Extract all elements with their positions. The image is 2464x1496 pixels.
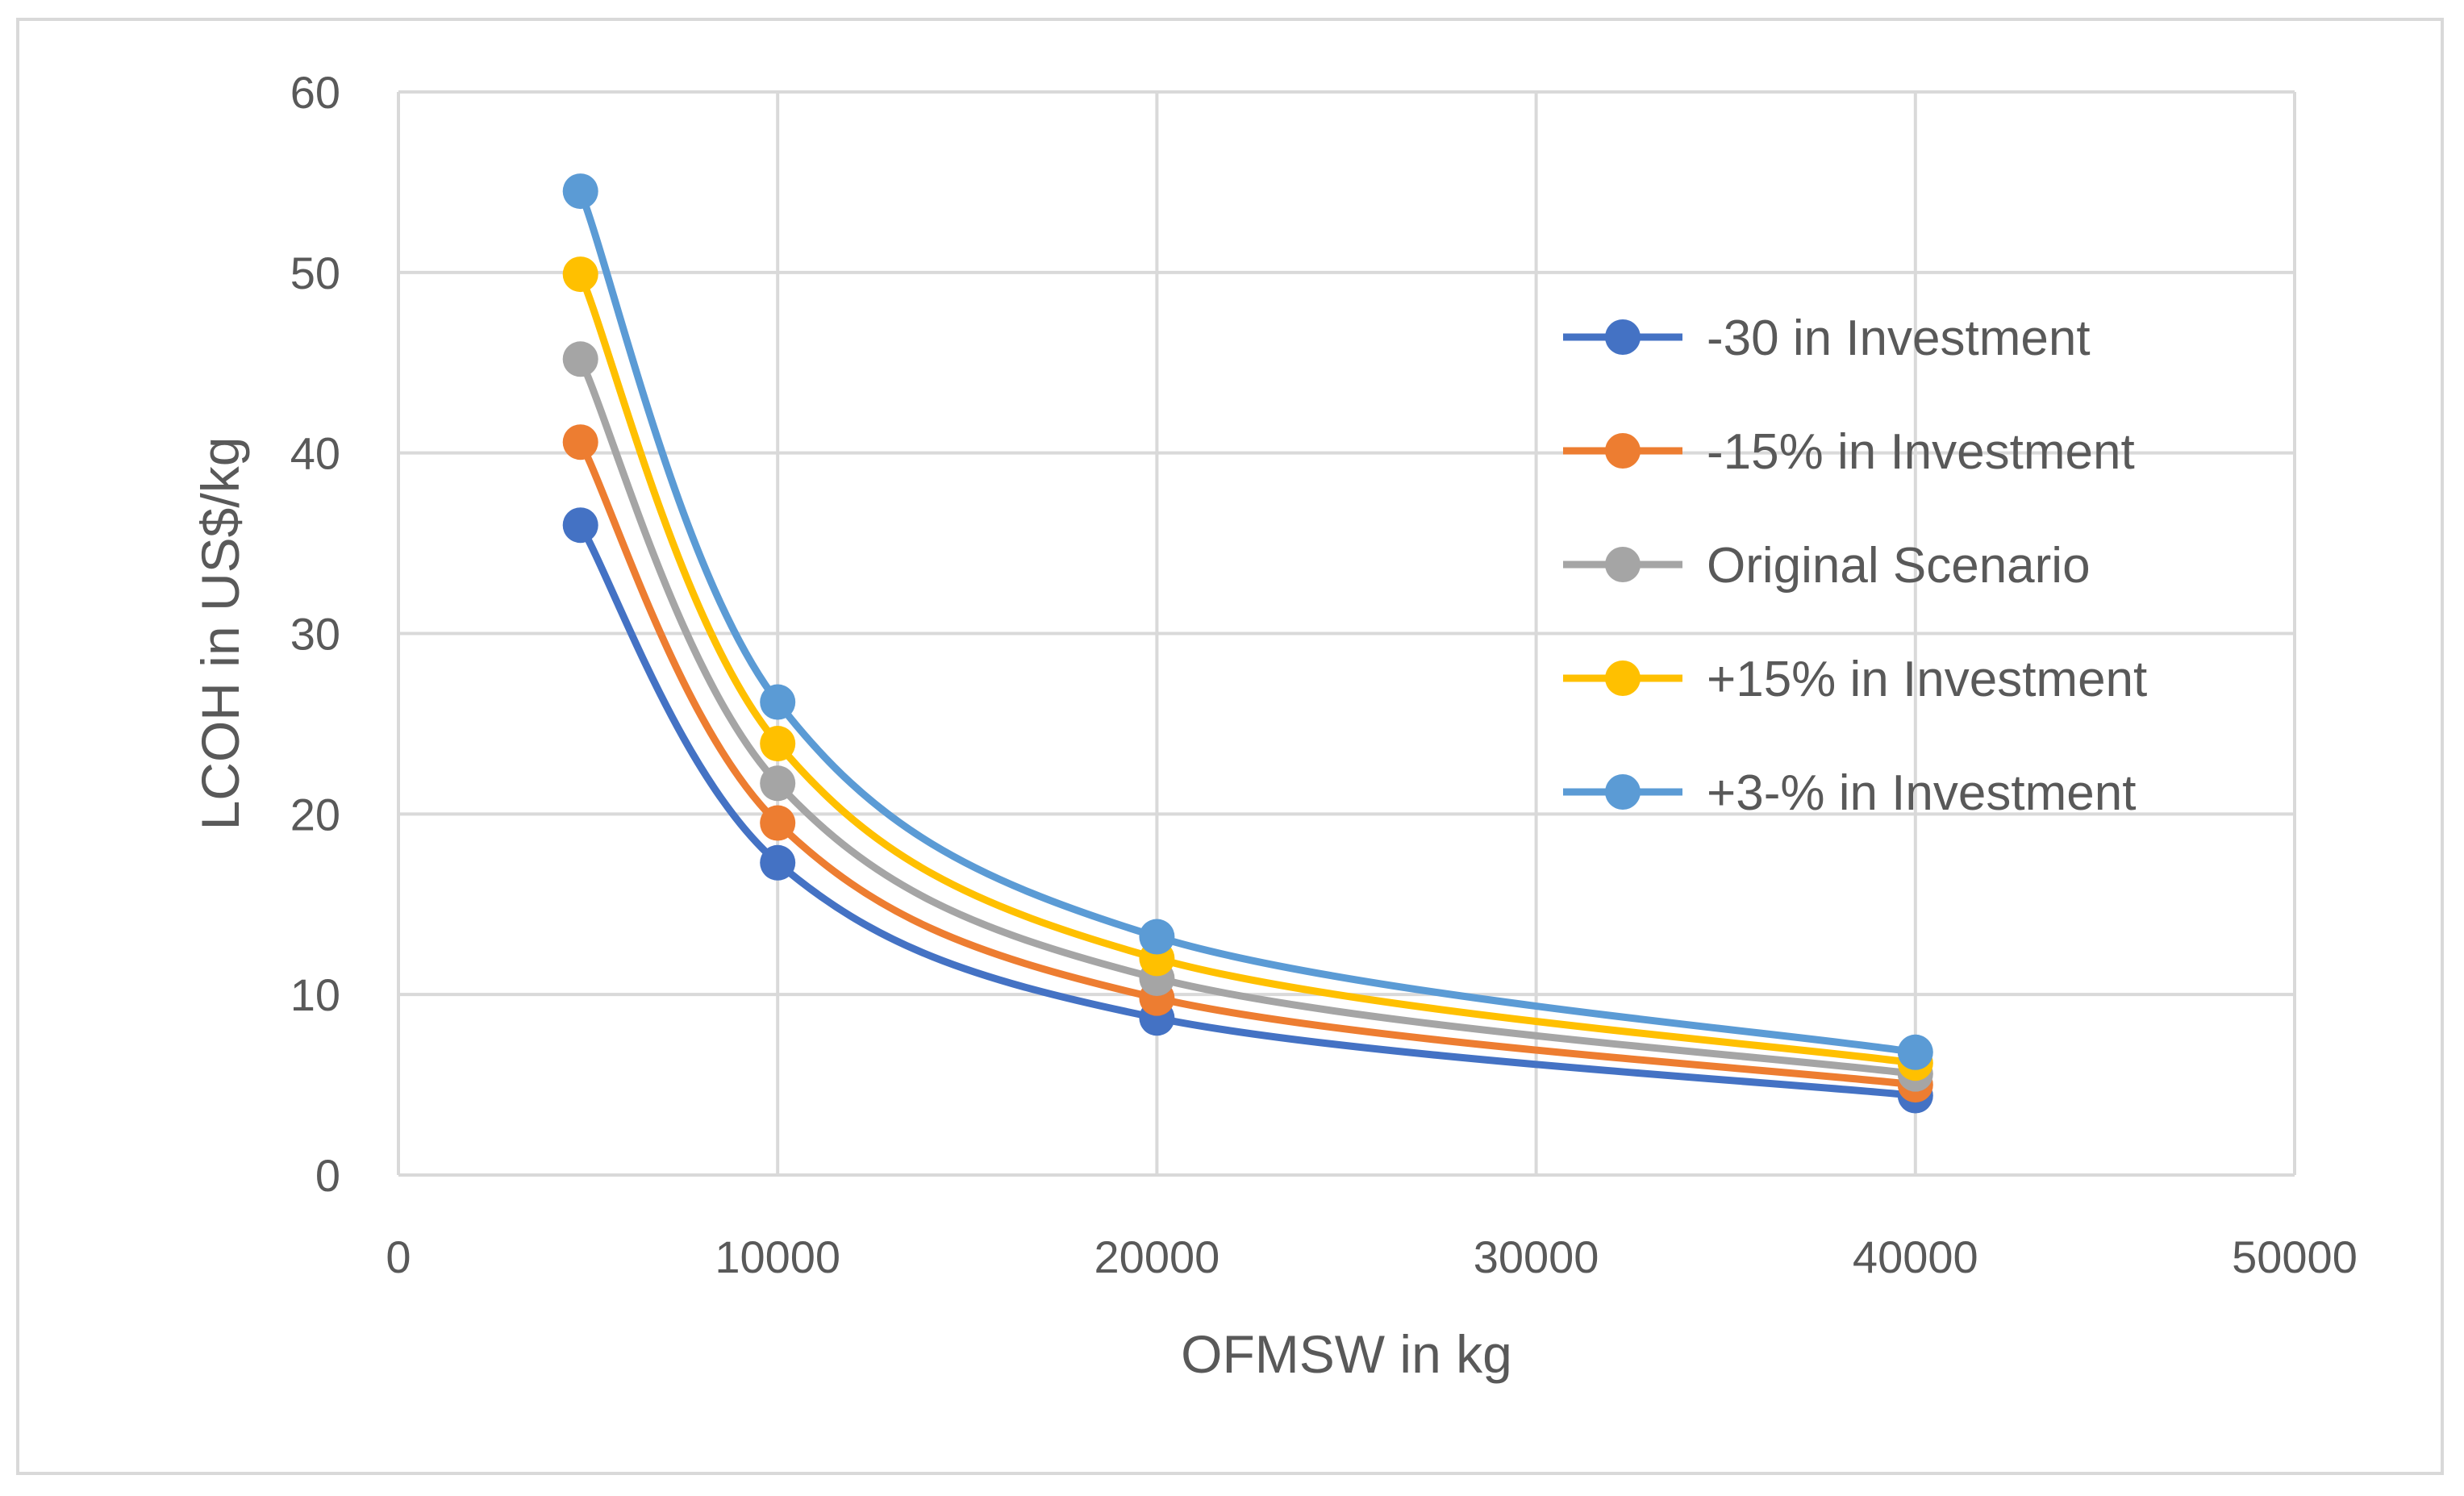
data-point — [562, 424, 598, 460]
data-point — [1897, 1034, 1933, 1070]
chart-frame — [16, 18, 2444, 1475]
legend-entry: Original Scenario — [1563, 538, 2091, 594]
data-point — [760, 805, 796, 841]
series-lines — [562, 173, 1933, 1114]
y-tick-label: 30 — [290, 609, 340, 660]
legend-label: -15% in Investment — [1707, 424, 2135, 480]
x-tick-label: 40000 — [1853, 1231, 1978, 1282]
legend-label: Original Scenario — [1707, 538, 2091, 594]
series-line — [577, 438, 1920, 1089]
series-line — [577, 355, 1920, 1078]
data-point — [562, 256, 598, 293]
data-point — [562, 341, 598, 377]
x-tick-label: 30000 — [1474, 1231, 1599, 1282]
series-4 — [562, 173, 1933, 1070]
data-point — [562, 507, 598, 544]
data-point — [760, 844, 796, 881]
y-tick-label: 50 — [290, 248, 340, 298]
data-point — [760, 684, 796, 720]
legend-swatch-marker — [1605, 774, 1641, 810]
data-point — [562, 173, 598, 210]
legend-swatch-marker — [1605, 433, 1641, 469]
x-tick-label: 20000 — [1094, 1231, 1220, 1282]
x-tick-label: 10000 — [715, 1231, 840, 1282]
y-tick-label: 60 — [290, 67, 340, 118]
x-axis-title: OFMSW in kg — [1181, 1324, 1512, 1384]
data-point — [1139, 919, 1175, 955]
legend-label: -30 in Investment — [1707, 310, 2091, 366]
y-tick-label: 20 — [290, 789, 340, 840]
legend-label: +3-% in Investment — [1707, 765, 2136, 821]
legend-entry: -15% in Investment — [1563, 424, 2135, 480]
series-line — [577, 270, 1920, 1067]
legend-entry: +3-% in Investment — [1563, 765, 2136, 821]
y-tick-label: 40 — [290, 428, 340, 479]
x-tick-label: 50000 — [2232, 1231, 2358, 1282]
data-point — [760, 765, 796, 802]
legend: -30 in Investment -15% in Investment Origi… — [1563, 310, 2147, 821]
series-2 — [562, 341, 1933, 1092]
y-tick-label: 10 — [290, 969, 340, 1020]
series-line — [577, 187, 1920, 1056]
legend-entry: -30 in Investment — [1563, 310, 2091, 366]
legend-label: +15% in Investment — [1707, 652, 2147, 707]
x-tick-label: 0 — [386, 1231, 411, 1282]
series-line — [577, 521, 1920, 1100]
legend-entry: +15% in Investment — [1563, 652, 2147, 707]
data-point — [760, 726, 796, 762]
tick-labels: 0 10 20 30 40 50 60 0 10000 20000 30000 40000 50000 — [290, 67, 2358, 1282]
y-tick-label: 0 — [315, 1150, 340, 1201]
y-axis-title: LCOH in US$/kg — [190, 437, 250, 831]
series-1 — [562, 424, 1933, 1103]
legend-swatch-marker — [1605, 319, 1641, 355]
legend-swatch-marker — [1605, 547, 1641, 582]
legend-swatch-marker — [1605, 660, 1641, 696]
